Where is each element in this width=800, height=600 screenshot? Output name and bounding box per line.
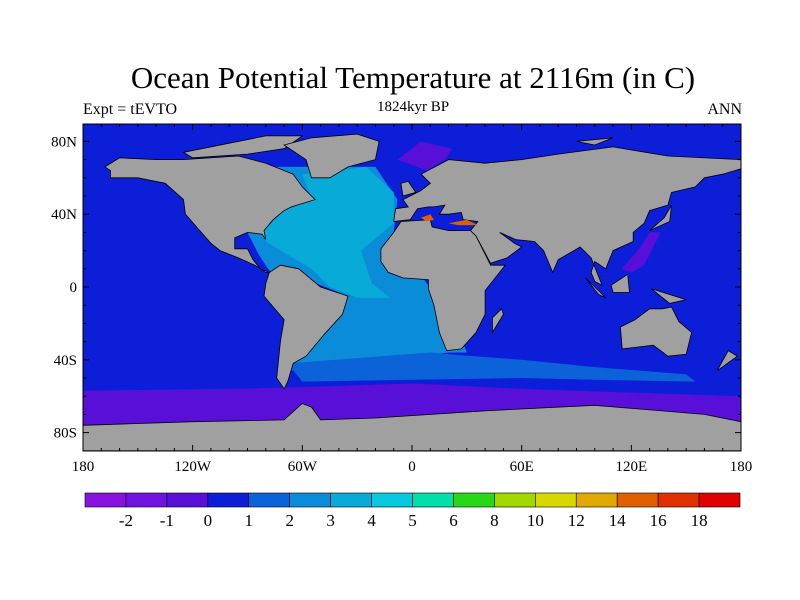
colorbar-box	[575, 492, 618, 508]
colorbar-box	[84, 492, 127, 508]
x-tick-label: 60E	[510, 459, 534, 475]
plot-title: Ocean Potential Temperature at 2116m (in…	[130, 60, 696, 95]
greenland-land	[283, 133, 380, 179]
japan-land	[649, 204, 672, 231]
africa-land	[380, 219, 507, 352]
colorbar-box	[207, 492, 250, 508]
y-tick-label: 40S	[54, 353, 77, 369]
y-tick-label: 80N	[51, 134, 77, 150]
x-tick-label: 180	[730, 459, 753, 475]
colorbar-label: 12	[568, 511, 585, 530]
x-tick-label: 120E	[615, 459, 647, 475]
colorbar-label: 3	[326, 511, 335, 530]
colorbar-label: 10	[527, 511, 544, 530]
colorbar-box	[616, 492, 659, 508]
colorbar-box	[698, 492, 741, 508]
x-tick-label: 180	[72, 459, 95, 475]
sumatra-land	[585, 277, 606, 299]
philippine-sea-region	[622, 232, 661, 273]
north-america-land	[104, 155, 316, 273]
x-tick-label: 0	[408, 459, 416, 475]
borneo-land	[610, 273, 630, 293]
colorbar-box	[330, 492, 372, 508]
x-tick-label: 120W	[174, 459, 212, 475]
colorbar-label: 4	[367, 511, 376, 530]
colorbar-box	[453, 492, 495, 508]
season-label: ANN	[707, 101, 742, 118]
new-guinea-land	[651, 288, 688, 304]
western-mediterranean-region	[421, 214, 434, 222]
x-tick-label: 60W	[288, 459, 318, 475]
eurasia-land	[393, 146, 741, 287]
south-america-land	[263, 264, 349, 390]
map-layers	[83, 124, 741, 451]
colorbar-label: 18	[691, 511, 708, 530]
new-zealand-land	[716, 350, 739, 372]
colorbar-box	[166, 492, 209, 508]
britain-land	[400, 180, 417, 197]
colorbar-label: 1	[245, 511, 254, 530]
y-tick-label: 0	[70, 280, 78, 296]
canadian-archipelago-land	[182, 135, 304, 159]
colorbar-label: -1	[160, 511, 174, 530]
madagascar-land	[491, 308, 504, 334]
colorbar-box	[657, 492, 700, 508]
colorbar-label: 6	[449, 511, 458, 530]
colorbar-label: -2	[119, 511, 133, 530]
colorbar-box	[494, 492, 536, 508]
y-tick-label: 40N	[51, 207, 77, 223]
experiment-label: Expt = tEVTO	[83, 101, 178, 118]
colorbar-label: 0	[204, 511, 213, 530]
colorbar-label: 5	[408, 511, 417, 530]
australia-land	[619, 306, 693, 357]
colorbar-box	[248, 492, 290, 508]
colorbar-box	[125, 492, 168, 508]
colorbar-label: 2	[285, 511, 294, 530]
colorbar-label: 16	[650, 511, 667, 530]
colorbar-box	[412, 492, 454, 508]
north-atlantic-region	[262, 166, 394, 298]
norwegian-sea-region	[397, 141, 453, 171]
colorbar-label: 14	[609, 511, 627, 530]
antarctica-land	[83, 403, 741, 451]
arctic-siberia-islands-land	[576, 137, 614, 146]
colorbar-box	[371, 492, 413, 508]
colorbar-box	[289, 492, 331, 508]
colorbar-box	[535, 492, 577, 508]
eastern-mediterranean-region	[448, 219, 478, 226]
south-atlantic-band-region	[287, 352, 696, 382]
y-tick-label: 80S	[54, 426, 77, 442]
time-label: 1824kyr BP	[376, 99, 450, 115]
colorbar-label: 8	[490, 511, 499, 530]
